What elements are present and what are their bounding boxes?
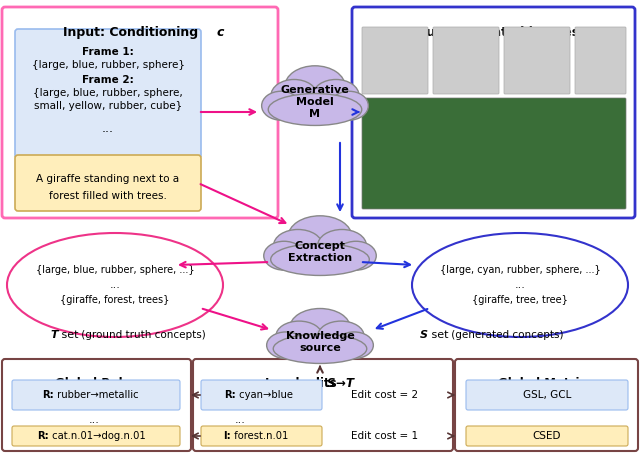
Text: →: → — [335, 377, 345, 390]
Text: ...: ... — [515, 280, 525, 290]
Ellipse shape — [262, 91, 300, 120]
FancyBboxPatch shape — [2, 7, 278, 218]
Ellipse shape — [274, 229, 323, 262]
Ellipse shape — [271, 80, 317, 111]
Text: cyan→blue: cyan→blue — [236, 390, 293, 400]
Text: Global Metrics: Global Metrics — [499, 377, 594, 390]
Text: (generated concepts): (generated concepts) — [448, 330, 563, 340]
Text: Edit cost = 2: Edit cost = 2 — [351, 390, 419, 400]
Text: Edit cost = 1: Edit cost = 1 — [351, 431, 419, 441]
Text: Frame 2:: Frame 2: — [82, 75, 134, 85]
Ellipse shape — [412, 233, 628, 337]
Text: Output: Generated images: Output: Generated images — [392, 26, 584, 39]
Text: ...: ... — [235, 415, 245, 425]
Text: {large, blue, rubber, sphere, ...}: {large, blue, rubber, sphere, ...} — [36, 265, 195, 275]
Text: R:: R: — [42, 390, 54, 400]
FancyBboxPatch shape — [433, 27, 499, 94]
Ellipse shape — [264, 241, 305, 270]
Text: GSL, GCL: GSL, GCL — [523, 390, 571, 400]
FancyBboxPatch shape — [15, 29, 201, 158]
Ellipse shape — [7, 233, 223, 337]
Text: Input: Conditioning: Input: Conditioning — [63, 26, 203, 39]
Text: (ground truth concepts): (ground truth concepts) — [78, 330, 205, 340]
Text: ...: ... — [102, 122, 114, 135]
Text: I:: I: — [223, 431, 231, 441]
FancyBboxPatch shape — [504, 27, 570, 94]
Text: ...: ... — [88, 415, 99, 425]
Text: {giraffe, tree, tree}: {giraffe, tree, tree} — [472, 295, 568, 305]
Text: {large, blue, rubber, sphere,: {large, blue, rubber, sphere, — [33, 88, 183, 98]
Text: Local edits: Local edits — [265, 377, 345, 390]
FancyBboxPatch shape — [12, 426, 180, 446]
Ellipse shape — [285, 66, 345, 107]
FancyBboxPatch shape — [193, 359, 453, 451]
Text: forest.n.01: forest.n.01 — [231, 431, 289, 441]
Ellipse shape — [318, 321, 364, 350]
Text: rubber→metallic: rubber→metallic — [54, 390, 139, 400]
FancyBboxPatch shape — [362, 27, 428, 94]
Ellipse shape — [276, 321, 322, 350]
Text: set: set — [428, 330, 449, 340]
Text: T: T — [345, 377, 353, 390]
Ellipse shape — [268, 94, 362, 126]
Ellipse shape — [267, 332, 305, 359]
Text: {large, cyan, rubber, sphere, ...}: {large, cyan, rubber, sphere, ...} — [440, 265, 600, 275]
Text: Knowledge
source: Knowledge source — [285, 331, 355, 353]
FancyBboxPatch shape — [352, 7, 635, 218]
Text: forest filled with trees.: forest filled with trees. — [49, 191, 167, 201]
Ellipse shape — [273, 334, 367, 364]
Ellipse shape — [271, 243, 369, 275]
Text: small, yellow, rubber, cube}: small, yellow, rubber, cube} — [34, 101, 182, 111]
Text: R:: R: — [37, 431, 49, 441]
Text: c: c — [216, 26, 224, 39]
FancyBboxPatch shape — [2, 359, 191, 451]
Text: I: I — [579, 26, 583, 39]
Text: Global Rules: Global Rules — [54, 377, 138, 390]
FancyBboxPatch shape — [362, 98, 626, 209]
Text: {large, blue, rubber, sphere}: {large, blue, rubber, sphere} — [31, 60, 184, 70]
Text: Frame 1:: Frame 1: — [82, 47, 134, 57]
Text: Generative
Model
M: Generative Model M — [280, 86, 349, 119]
Text: A giraffe standing next to a: A giraffe standing next to a — [36, 174, 180, 184]
Ellipse shape — [288, 216, 352, 258]
FancyBboxPatch shape — [466, 426, 628, 446]
Ellipse shape — [335, 241, 376, 270]
Text: {giraffe, forest, trees}: {giraffe, forest, trees} — [60, 295, 170, 305]
Text: ...: ... — [109, 280, 120, 290]
FancyBboxPatch shape — [15, 155, 201, 211]
Text: S: S — [420, 330, 428, 340]
Text: CSED: CSED — [532, 431, 561, 441]
FancyBboxPatch shape — [201, 380, 322, 410]
Ellipse shape — [290, 308, 350, 347]
Ellipse shape — [335, 332, 373, 359]
Text: R:: R: — [224, 390, 236, 400]
Ellipse shape — [330, 91, 369, 120]
FancyBboxPatch shape — [12, 380, 180, 410]
FancyBboxPatch shape — [455, 359, 638, 451]
FancyBboxPatch shape — [575, 27, 626, 94]
Text: S: S — [327, 377, 335, 390]
FancyBboxPatch shape — [201, 426, 322, 446]
Ellipse shape — [317, 229, 367, 262]
FancyBboxPatch shape — [466, 380, 628, 410]
Text: cat.n.01→dog.n.01: cat.n.01→dog.n.01 — [49, 431, 146, 441]
Text: Concept
Extraction: Concept Extraction — [288, 241, 352, 263]
Text: T: T — [50, 330, 58, 340]
Text: set: set — [58, 330, 79, 340]
Ellipse shape — [313, 80, 359, 111]
